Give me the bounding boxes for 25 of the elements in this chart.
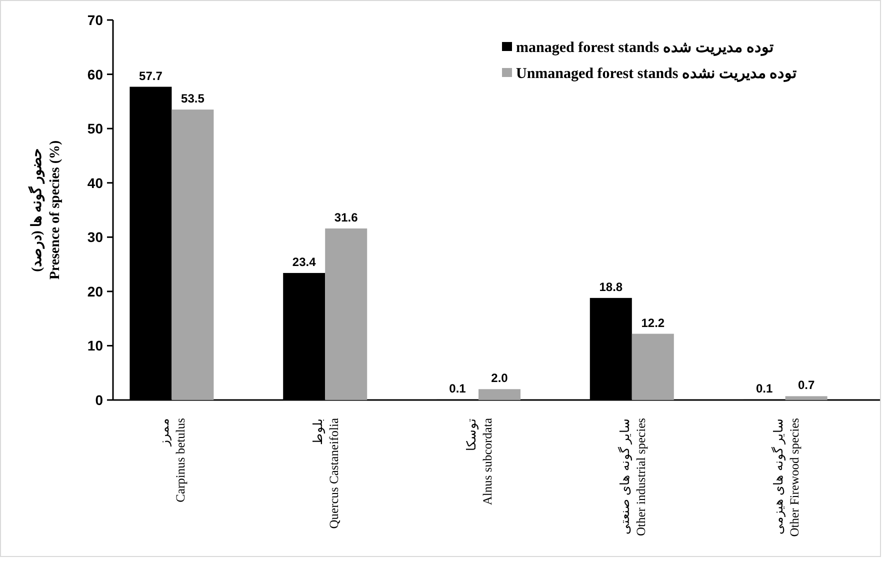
bar — [632, 334, 674, 400]
y-tick-label: 60 — [87, 66, 104, 82]
data-label: 2.0 — [491, 371, 508, 386]
y-tick-label: 20 — [87, 283, 104, 300]
data-label: 0.1 — [449, 381, 466, 396]
y-tick-label: 40 — [87, 174, 104, 191]
data-label: 0.1 — [756, 381, 773, 396]
y-tick-label: 50 — [87, 120, 104, 137]
bar — [172, 110, 214, 400]
bar — [785, 396, 828, 400]
data-label: 23.4 — [292, 254, 316, 269]
data-label: 0.7 — [798, 378, 815, 392]
y-tick-label: 70 — [87, 12, 104, 28]
data-label: 57.7 — [139, 68, 163, 83]
y-tick-label: 0 — [95, 392, 104, 408]
data-label: 18.8 — [599, 280, 623, 294]
y-tick-label: 10 — [87, 338, 104, 354]
bar — [478, 389, 520, 400]
data-label: 12.2 — [641, 316, 665, 330]
y-tick-label: 30 — [87, 229, 104, 246]
legend-label: Unmanaged forest stands توده مدیریت نشده — [516, 66, 796, 82]
data-label: 53.5 — [181, 92, 205, 106]
data-label: 31.6 — [334, 210, 358, 224]
legend-label: managed forest stands توده مدیریت شده — [516, 40, 774, 56]
bar — [325, 228, 368, 400]
